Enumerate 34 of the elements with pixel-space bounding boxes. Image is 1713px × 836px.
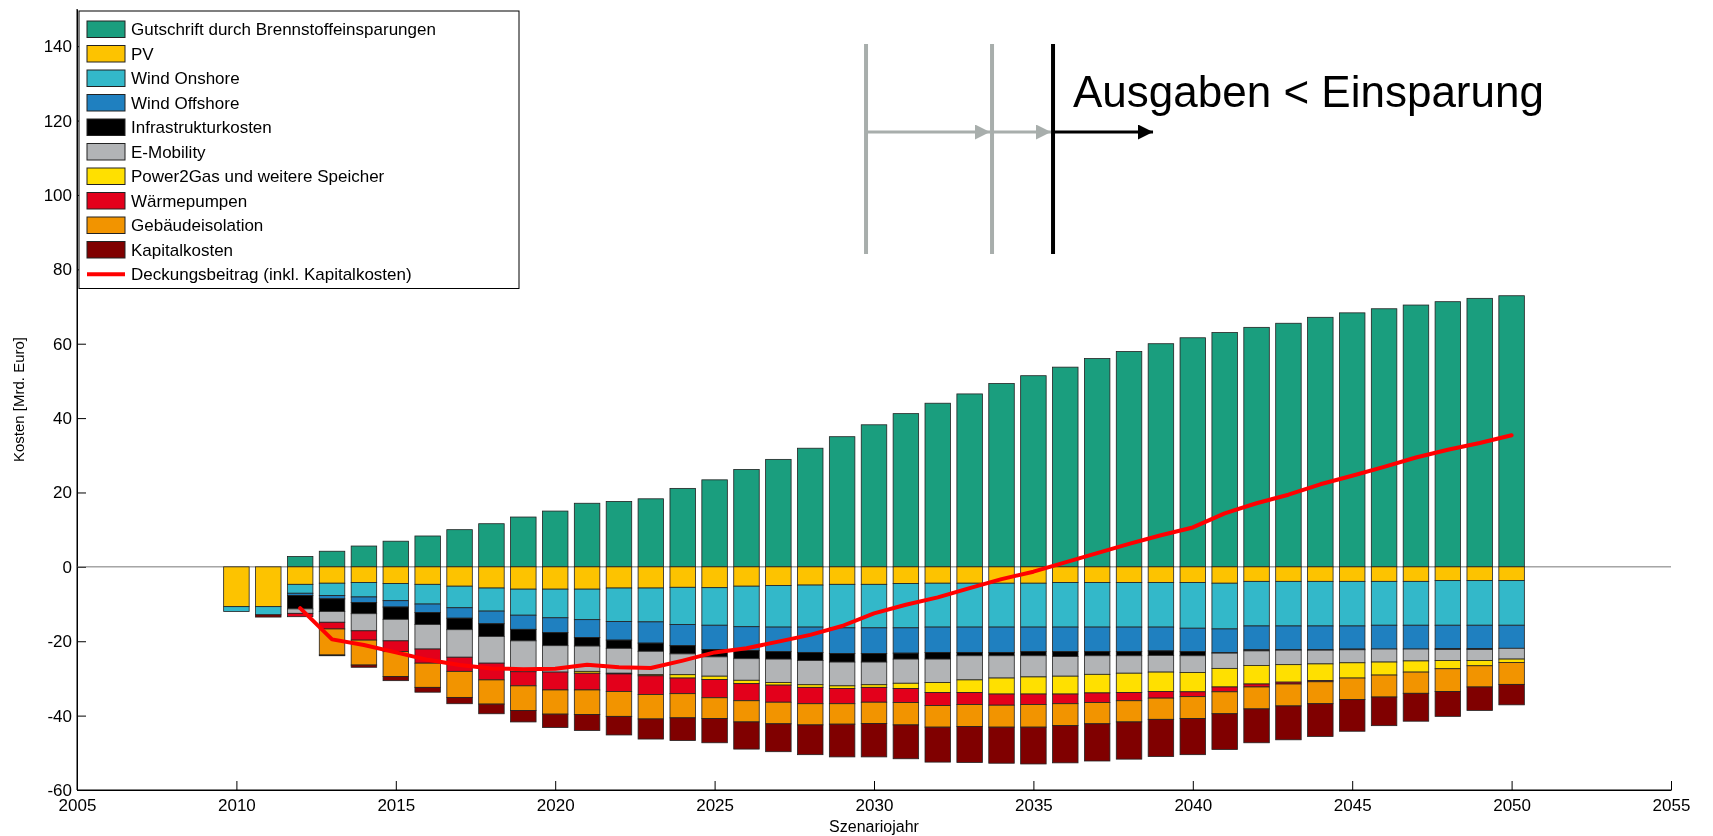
x-tick-label: 2030 — [855, 795, 894, 815]
legend-label: Wind Onshore — [131, 69, 240, 89]
y-tick-label: 60 — [53, 334, 72, 354]
y-tick-label: -40 — [47, 706, 72, 726]
y-tick-label: 40 — [53, 409, 72, 429]
legend-label: E-Mobility — [131, 142, 207, 162]
y-tick-label: 100 — [43, 185, 72, 205]
x-axis-title: Szenariojahr — [829, 818, 920, 835]
y-tick-label: 140 — [43, 37, 72, 57]
y-tick-label: 0 — [62, 557, 72, 577]
x-tick-label: 2025 — [696, 795, 735, 815]
legend-label: Power2Gas und weitere Speicher — [131, 167, 385, 187]
legend-label: Wind Offshore — [131, 93, 240, 113]
legend-label: PV — [131, 44, 155, 64]
annotation: Ausgaben < Einsparung — [1073, 67, 1544, 116]
legend-label: Kapitalkosten — [131, 240, 234, 260]
y-tick-label: -20 — [47, 632, 72, 652]
x-tick-label: 2020 — [536, 795, 575, 815]
y-tick-label: 120 — [43, 111, 72, 131]
x-tick-label: 2010 — [217, 795, 256, 815]
x-tick-label: 2045 — [1333, 795, 1372, 815]
x-tick-label: 2035 — [1014, 795, 1053, 815]
legend-label: Gebäudeisolation — [131, 216, 264, 236]
x-tick-label: 2015 — [377, 795, 416, 815]
y-tick-label: 20 — [53, 483, 72, 503]
legend-label: Wärmepumpen — [131, 191, 248, 211]
y-tick-label: 80 — [53, 260, 72, 280]
x-tick-label: 2055 — [1652, 795, 1691, 815]
legend-label: Infrastrukturkosten — [131, 118, 272, 138]
x-tick-label: 2050 — [1493, 795, 1532, 815]
x-tick-label: 2040 — [1174, 795, 1213, 815]
y-axis-title: Kosten [Mrd. Euro] — [10, 336, 27, 463]
legend-label: Deckungsbeitrag (inkl. Kapitalkosten) — [131, 265, 412, 285]
legend-label: Gutschrift durch Brennstoffeinsparungen — [131, 20, 436, 40]
